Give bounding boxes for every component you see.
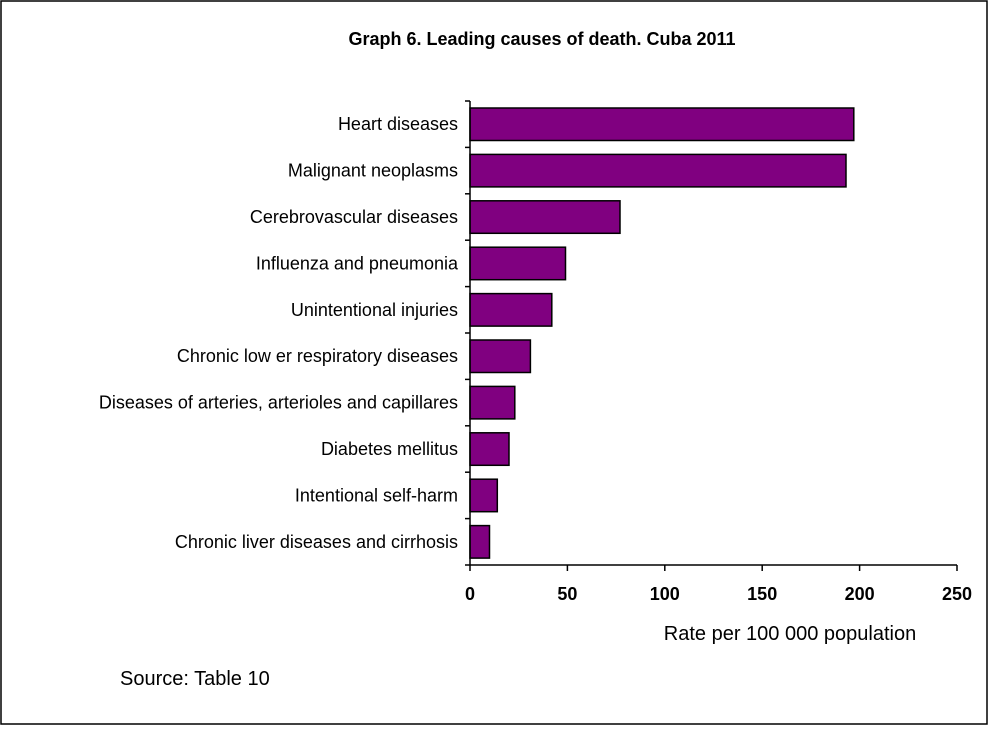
bars-layer	[469, 107, 855, 559]
x-axis-ticks: 0 50 100 150 200 250	[465, 565, 972, 604]
category-label: Diseases of arteries, arterioles and cap…	[99, 393, 458, 413]
category-label: Cerebrovascular diseases	[250, 207, 458, 227]
bar	[469, 524, 491, 559]
x-tick-label: 250	[942, 584, 972, 604]
category-label: Heart diseases	[338, 114, 458, 134]
category-label: Chronic low er respiratory diseases	[177, 346, 458, 366]
y-axis-ticks	[465, 100, 470, 566]
source-note: Source: Table 10	[120, 668, 270, 690]
category-label: Influenza and pneumonia	[256, 253, 459, 273]
category-labels: Heart diseases Malignant neoplasms Cerebro…	[99, 114, 459, 552]
x-tick-label: 200	[845, 584, 875, 604]
bar	[469, 246, 567, 281]
x-tick-label: 50	[557, 584, 577, 604]
bar	[469, 432, 510, 467]
x-tick-label: 150	[747, 584, 777, 604]
category-label: Diabetes mellitus	[321, 439, 458, 459]
x-axis-title: Rate per 100 000 population	[664, 623, 916, 645]
bar	[469, 107, 855, 142]
category-label: Unintentional injuries	[291, 300, 458, 320]
x-tick-label: 100	[650, 584, 680, 604]
category-label: Chronic liver diseases and cirrhosis	[175, 532, 458, 552]
chart-title: Graph 6. Leading causes of death. Cuba 2…	[348, 29, 735, 49]
bar	[469, 200, 621, 235]
category-label: Malignant neoplasms	[288, 161, 458, 181]
bar	[469, 478, 499, 513]
bar	[469, 385, 516, 420]
x-tick-label: 0	[465, 584, 475, 604]
category-label: Intentional self-harm	[295, 485, 458, 505]
bar	[469, 292, 553, 327]
bar	[469, 153, 847, 188]
bar	[469, 339, 532, 374]
